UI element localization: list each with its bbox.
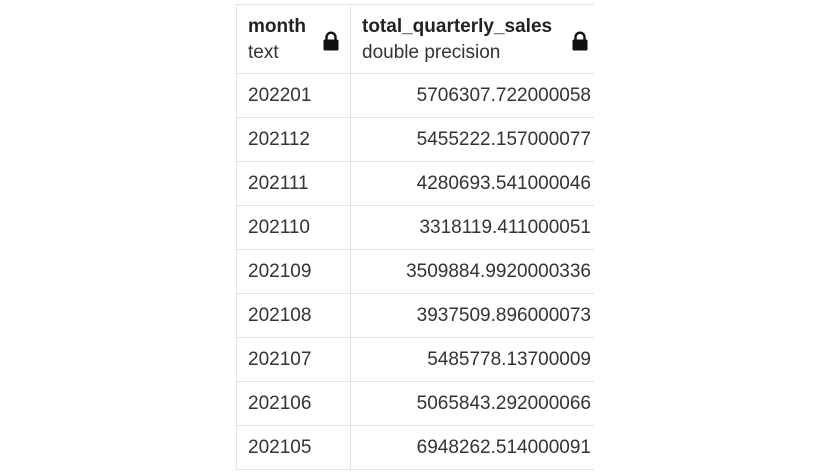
- month-cell[interactable]: 202106: [236, 382, 350, 425]
- month-cell[interactable]: 202111: [236, 162, 350, 205]
- column-header-total-quarterly-sales[interactable]: total_quarterly_sales double precision: [350, 5, 594, 73]
- table-row[interactable]: 202110 3318119.411000051: [236, 206, 594, 250]
- month-cell[interactable]: 202109: [236, 250, 350, 293]
- month-cell[interactable]: 202105: [236, 426, 350, 469]
- column-type: text: [248, 42, 279, 63]
- month-cell[interactable]: 202107: [236, 338, 350, 381]
- sales-cell[interactable]: 5485778.13700009: [350, 338, 594, 381]
- table-row[interactable]: 202201 5706307.722000058: [236, 74, 594, 118]
- sales-cell[interactable]: 6948262.514000091: [350, 426, 594, 469]
- column-header-month[interactable]: month text: [236, 5, 350, 73]
- month-cell[interactable]: 202110: [236, 206, 350, 249]
- table-row[interactable]: 202112 5455222.157000077: [236, 118, 594, 162]
- column-type: double precision: [362, 42, 501, 63]
- lock-icon: [322, 31, 340, 56]
- table-row[interactable]: 202108 3937509.896000073: [236, 294, 594, 338]
- sales-cell[interactable]: 3318119.411000051: [350, 206, 594, 249]
- month-cell[interactable]: 202108: [236, 294, 350, 337]
- table-row[interactable]: 202106 5065843.292000066: [236, 382, 594, 426]
- table-row[interactable]: 202111 4280693.541000046: [236, 162, 594, 206]
- sales-cell[interactable]: 3509884.9920000336: [350, 250, 594, 293]
- lock-icon: [571, 31, 589, 56]
- sales-cell[interactable]: 4280693.541000046: [350, 162, 594, 205]
- results-grid: month text total_quarterly_sales double …: [236, 4, 594, 470]
- sales-cell[interactable]: 5706307.722000058: [350, 74, 594, 117]
- sales-cell[interactable]: 5455222.157000077: [350, 118, 594, 161]
- header-row: month text total_quarterly_sales double …: [236, 4, 594, 74]
- table-row[interactable]: 202107 5485778.13700009: [236, 338, 594, 382]
- column-name: total_quarterly_sales: [362, 16, 553, 37]
- table-row[interactable]: 202105 6948262.514000091: [236, 426, 594, 470]
- table-row[interactable]: 202109 3509884.9920000336: [236, 250, 594, 294]
- column-name: month: [248, 16, 307, 37]
- month-cell[interactable]: 202112: [236, 118, 350, 161]
- sales-cell[interactable]: 5065843.292000066: [350, 382, 594, 425]
- sales-cell[interactable]: 3937509.896000073: [350, 294, 594, 337]
- month-cell[interactable]: 202201: [236, 74, 350, 117]
